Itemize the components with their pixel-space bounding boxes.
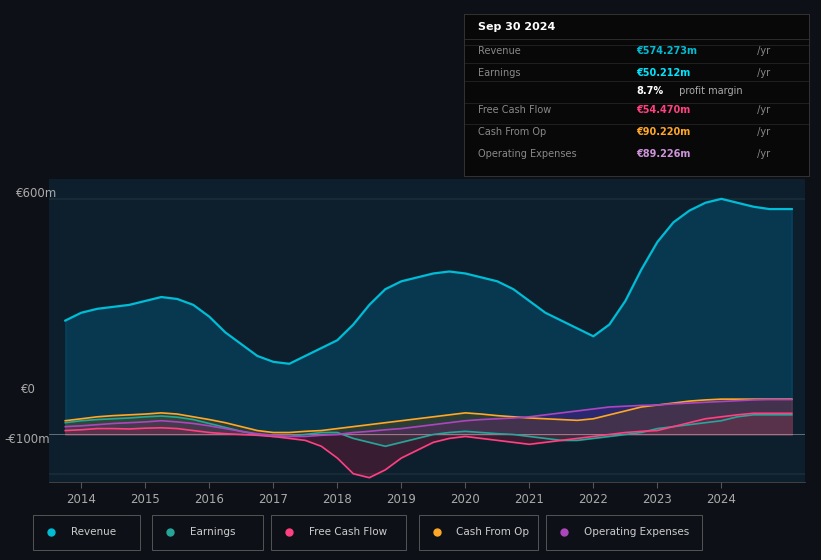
Text: €50.212m: €50.212m [636, 68, 690, 78]
Text: Cash From Op: Cash From Op [478, 127, 546, 137]
Text: Operating Expenses: Operating Expenses [478, 149, 576, 159]
Text: Free Cash Flow: Free Cash Flow [478, 105, 551, 115]
Text: /yr: /yr [754, 46, 769, 57]
Text: /yr: /yr [754, 149, 769, 159]
Text: €90.220m: €90.220m [636, 127, 690, 137]
Text: /yr: /yr [754, 68, 769, 78]
Text: -€100m: -€100m [4, 433, 50, 446]
Text: /yr: /yr [754, 127, 769, 137]
Text: Earnings: Earnings [190, 527, 235, 537]
Text: €600m: €600m [16, 186, 57, 200]
Text: Cash From Op: Cash From Op [456, 527, 530, 537]
Text: Revenue: Revenue [71, 527, 116, 537]
Text: Revenue: Revenue [478, 46, 521, 57]
Text: €89.226m: €89.226m [636, 149, 690, 159]
Text: Earnings: Earnings [478, 68, 521, 78]
Text: €0: €0 [21, 382, 35, 396]
Text: Free Cash Flow: Free Cash Flow [309, 527, 387, 537]
Text: 8.7%: 8.7% [636, 86, 663, 96]
Text: profit margin: profit margin [676, 86, 742, 96]
Text: €54.470m: €54.470m [636, 105, 690, 115]
Text: Sep 30 2024: Sep 30 2024 [478, 22, 555, 32]
Text: /yr: /yr [754, 105, 769, 115]
Text: Operating Expenses: Operating Expenses [584, 527, 689, 537]
Text: €574.273m: €574.273m [636, 46, 697, 57]
